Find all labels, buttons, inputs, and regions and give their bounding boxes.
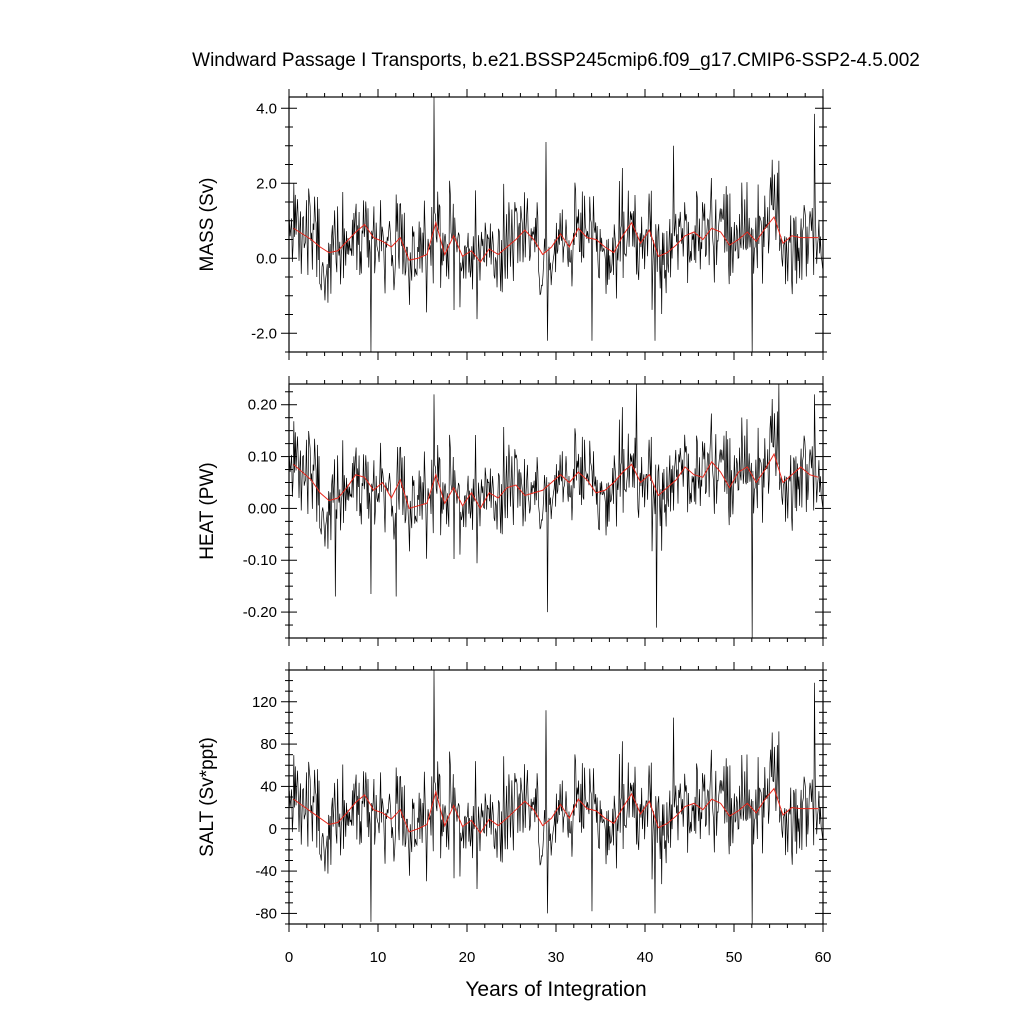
y-tick-label: 40 (260, 778, 277, 795)
y-tick-label: 80 (260, 736, 277, 753)
series-annual (293, 787, 819, 834)
y-tick-label: 0 (269, 821, 277, 838)
y-axis-label: HEAT (PW) (197, 462, 218, 559)
y-tick-label: -80 (255, 905, 277, 922)
panels: -2.0 0.0 2.0 4.0 MASS (Sv) -0.20 -0.10 0.00 0.10… (197, 89, 831, 966)
series-annual (293, 215, 819, 263)
y-tick-label: 0.00 (248, 500, 277, 517)
y-tick-label: -0.20 (243, 604, 277, 621)
y-tick-label: -2.0 (251, 325, 277, 342)
x-tick-label: 0 (285, 949, 293, 966)
x-tick-label: 40 (637, 949, 654, 966)
y-axis-label: SALT (Sv*ppt) (197, 737, 218, 857)
series-monthly (289, 384, 823, 638)
panel-2: -80 -40 0 40 80 120 SALT (Sv*ppt) 0 10 20 30 40 50 60 (197, 662, 831, 966)
series-annual (293, 452, 819, 510)
x-tick-label: 10 (370, 949, 387, 966)
x-tick-label: 30 (548, 949, 565, 966)
chart-title: Windward Passage I Transports, b.e21.BSS… (192, 50, 920, 71)
x-tick-label: 20 (459, 949, 476, 966)
y-tick-label: 4.0 (256, 100, 277, 117)
series-monthly (289, 97, 823, 352)
y-tick-label: 0.0 (256, 250, 277, 267)
series-monthly (289, 670, 823, 924)
y-tick-label: 120 (252, 694, 277, 711)
x-tick-label: 60 (815, 949, 832, 966)
y-tick-label: -40 (255, 863, 277, 880)
y-tick-label: -0.10 (243, 552, 277, 569)
y-tick-label: 0.20 (248, 397, 277, 414)
y-tick-label: 2.0 (256, 175, 277, 192)
y-axis-label: MASS (Sv) (197, 178, 218, 272)
panel-0: -2.0 0.0 2.0 4.0 MASS (Sv) (197, 89, 831, 360)
y-tick-label: 0.10 (248, 449, 277, 466)
panel-1: -0.20 -0.10 0.00 0.10 0.20 HEAT (PW) (197, 376, 831, 646)
x-tick-label: 50 (726, 949, 743, 966)
x-axis-label: Years of Integration (465, 978, 646, 1001)
